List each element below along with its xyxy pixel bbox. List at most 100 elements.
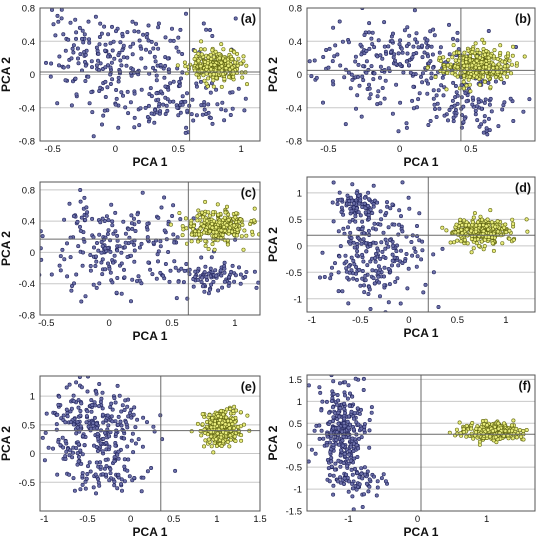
yellow-point (209, 62, 214, 67)
blue-point (384, 200, 389, 205)
blue-point (132, 259, 137, 264)
blue-point (233, 16, 238, 21)
blue-point (370, 42, 375, 47)
yellow-point (451, 43, 456, 48)
yellow-point (204, 218, 209, 223)
yellow-point (477, 50, 482, 55)
blue-point (391, 243, 396, 248)
blue-point (97, 232, 102, 237)
blue-point (521, 109, 526, 114)
blue-point (127, 474, 132, 479)
blue-point (415, 254, 420, 259)
yellow-point (235, 227, 240, 232)
blue-point (100, 449, 105, 454)
blue-point (454, 90, 459, 95)
blue-point (133, 441, 138, 446)
yellow-point (464, 83, 469, 88)
blue-point (378, 53, 383, 58)
blue-point (17, 259, 20, 262)
blue-point (320, 399, 325, 404)
yellow-point (211, 219, 216, 224)
blue-point (380, 249, 385, 254)
yellow-point (232, 434, 237, 439)
y-tick-label: 0 (297, 70, 302, 81)
yellow-point (236, 424, 241, 429)
blue-point (104, 440, 109, 445)
blue-point (375, 479, 380, 484)
blue-point (476, 100, 481, 105)
x-tick-label: -0.5 (79, 514, 95, 525)
yellow-point (521, 437, 526, 442)
blue-point (80, 482, 85, 487)
blue-point (173, 468, 178, 473)
blue-point (84, 476, 89, 481)
yellow-point (473, 430, 478, 435)
blue-point (140, 190, 145, 195)
blue-point (366, 291, 371, 296)
yellow-point (238, 410, 243, 415)
blue-point (43, 60, 48, 65)
blue-point (213, 268, 218, 273)
blue-point (210, 121, 215, 126)
blue-point (355, 249, 360, 254)
blue-point (226, 283, 231, 288)
yellow-point (222, 77, 227, 82)
blue-point (256, 280, 260, 285)
y-axis-label: PCA 2 (0, 57, 13, 92)
y-axis-label: PCA 2 (0, 231, 13, 266)
blue-point (87, 37, 92, 42)
blue-point (177, 83, 182, 88)
blue-point (400, 50, 405, 55)
yellow-point (474, 426, 479, 431)
blue-point (82, 32, 87, 37)
blue-point (366, 489, 371, 494)
yellow-point (214, 437, 219, 442)
blue-point (158, 244, 163, 249)
yellow-point (491, 66, 496, 71)
y-tick-label: -0.8 (19, 311, 35, 322)
blue-point (135, 212, 140, 217)
blue-point (154, 78, 159, 83)
blue-point (435, 101, 440, 106)
yellow-point (196, 232, 201, 237)
blue-point (136, 29, 141, 34)
yellow-point (500, 241, 505, 246)
blue-point (106, 32, 111, 37)
blue-point (126, 111, 131, 116)
blue-point (386, 266, 391, 271)
blue-point (230, 90, 235, 95)
blue-point (425, 54, 430, 59)
blue-point (482, 100, 487, 105)
blue-point (233, 237, 238, 242)
blue-point (388, 206, 393, 211)
blue-point (432, 107, 437, 112)
blue-point (398, 100, 403, 105)
blue-point (121, 43, 126, 48)
yellow-point (195, 218, 200, 223)
blue-point (328, 276, 333, 281)
blue-point (368, 207, 373, 212)
blue-point (338, 197, 343, 202)
blue-point (164, 103, 169, 108)
blue-point (56, 19, 61, 24)
blue-point (392, 52, 397, 57)
blue-point (94, 259, 99, 264)
blue-point (190, 97, 195, 102)
yellow-point (217, 56, 222, 61)
blue-point (136, 274, 141, 279)
blue-point (177, 79, 182, 84)
blue-point (93, 263, 98, 268)
blue-point (113, 431, 118, 436)
blue-point (389, 263, 394, 268)
blue-point (361, 283, 366, 288)
y-tick-label: 0.5 (289, 419, 302, 430)
blue-point (150, 272, 155, 277)
blue-point (156, 46, 161, 51)
blue-point (116, 79, 121, 84)
yellow-point (470, 220, 475, 225)
blue-point (320, 250, 325, 255)
blue-point (103, 95, 108, 100)
blue-point (77, 25, 82, 30)
blue-point (97, 89, 102, 94)
